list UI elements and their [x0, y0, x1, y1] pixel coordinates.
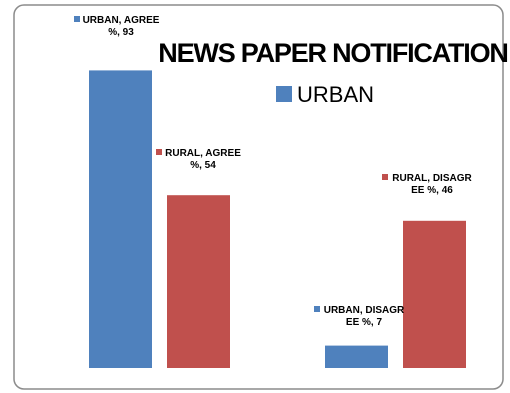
bar-urban-disagree: [325, 345, 388, 368]
data-label-line: RURAL, DISAGR: [392, 173, 472, 184]
data-label-swatch: [382, 174, 388, 180]
bar-urban-agree: [89, 70, 152, 369]
data-label-line: RURAL, AGREE: [165, 148, 241, 159]
legend: URBAN: [276, 82, 374, 107]
data-label-line: URBAN, AGREE: [83, 15, 160, 26]
data-label-swatch: [314, 306, 320, 312]
data-label-rural-agree: RURAL, AGREE%, 54: [156, 148, 241, 171]
data-labels: URBAN, AGREE%, 93 RURAL, AGREE%, 54 URBAN,…: [74, 15, 472, 328]
legend-swatch-urban: [276, 86, 292, 102]
chart-title: NEWS PAPER NOTIFICATION: [158, 38, 507, 68]
data-label-line: EE %, 46: [411, 185, 453, 196]
data-label-swatch: [156, 149, 162, 155]
data-label-line: %, 54: [190, 160, 216, 171]
data-label-swatch: [74, 16, 80, 22]
data-label-line: URBAN, DISAGR: [324, 305, 405, 316]
data-label-line: EE %, 7: [346, 317, 383, 328]
bar-rural-agree: [167, 195, 230, 368]
bars: [89, 70, 466, 369]
bar-rural-disagree: [403, 220, 466, 368]
data-label-line: %, 93: [108, 27, 134, 38]
data-label-urban-agree: URBAN, AGREE%, 93: [74, 15, 160, 38]
legend-label-urban: URBAN: [297, 82, 374, 107]
